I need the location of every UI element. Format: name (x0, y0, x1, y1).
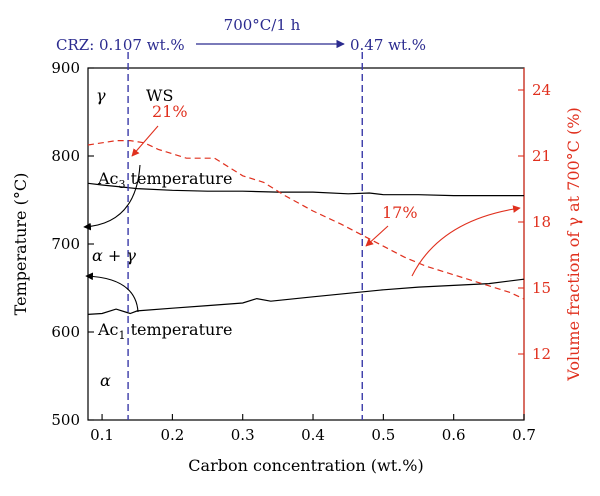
y-left-tick-label-0: 500 (51, 411, 80, 429)
y-right-tick-label-3: 21 (532, 147, 551, 165)
vertical-markers (127, 52, 363, 420)
y-axis-left-label: Temperature (°C) (11, 173, 30, 316)
ws-label: WS (146, 86, 173, 105)
y-left-tick-label-1: 600 (51, 323, 80, 341)
ac1-arrow (85, 272, 139, 313)
pct17-arrow (365, 225, 389, 247)
ac3-prefix: Ac (97, 169, 119, 188)
x-tick-label-3: 0.4 (301, 426, 325, 444)
series-group (87, 140, 525, 315)
ac3-subscript: 3 (119, 178, 126, 191)
x-tick-label-5: 0.6 (442, 426, 466, 444)
right-wt-label: 0.47 wt.% (350, 36, 426, 54)
ac3-label: Ac3 temperature (97, 169, 232, 191)
crz-label: CRZ: 0.107 wt.% (56, 36, 185, 54)
x-tick-label-6: 0.7 (512, 426, 536, 444)
ac1-subscript: 1 (119, 329, 126, 342)
ac1-temperature-line (87, 278, 525, 315)
x-tick-label-2: 0.3 (231, 426, 255, 444)
x-tick-label-4: 0.5 (371, 426, 395, 444)
gamma-label: γ (96, 86, 106, 105)
alpha-gamma-label: α + γ (92, 246, 136, 265)
y-right-tick-label-4: 24 (532, 81, 551, 99)
y-left-tick-label-4: 900 (51, 59, 80, 77)
pct21-arrow (131, 125, 159, 157)
alpha-label: α (100, 371, 111, 390)
ac1-prefix: Ac (97, 320, 119, 339)
y-right-tick-label-2: 18 (532, 213, 551, 231)
y-left-tick-label-2: 700 (51, 235, 80, 253)
pct17-label: 17% (382, 203, 418, 222)
gamma-fraction-line (87, 140, 525, 300)
ac1-suffix: temperature (126, 320, 233, 339)
y-right-tick-label-0: 12 (532, 345, 551, 363)
x-tick-label-0: 0.1 (90, 426, 114, 444)
y-axis-right-label: Volume fraction of γ at 700°C (%) (564, 107, 583, 381)
pct21-label: 21% (152, 102, 188, 121)
process-label: 700°C/1 h (224, 16, 301, 34)
x-axis-label: Carbon concentration (wt.%) (188, 456, 423, 475)
right-axis-arrow (411, 205, 521, 277)
ac3-suffix: temperature (126, 169, 233, 188)
y-right-tick-label-1: 15 (532, 279, 551, 297)
ac1-label: Ac1 temperature (97, 320, 232, 342)
y-left-ticks: 500 600 700 800 900 (51, 59, 94, 429)
ac3-temperature-line (87, 182, 524, 197)
x-ticks: 0.1 0.2 0.3 0.4 0.5 0.6 0.7 (90, 414, 536, 444)
y-right-ticks: 12 15 18 21 24 (518, 81, 551, 363)
ac3-arrow (83, 164, 141, 231)
x-tick-label-1: 0.2 (160, 426, 184, 444)
y-left-tick-label-3: 800 (51, 147, 80, 165)
